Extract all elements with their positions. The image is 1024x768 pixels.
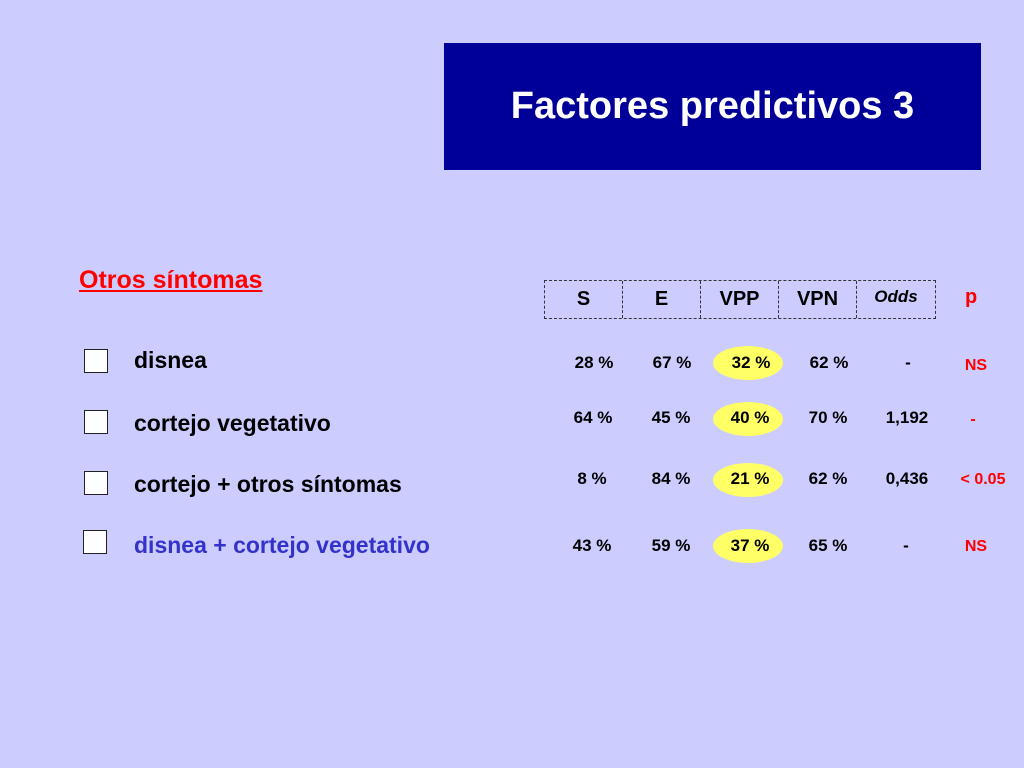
title-box: Factores predictivos 3: [444, 43, 981, 170]
value-s: 28 %: [574, 353, 614, 372]
table-row: disnea + cortejo vegetativo 43 % 59 % 37…: [0, 529, 1024, 570]
value-vpn: 65 %: [808, 536, 848, 555]
column-header-odds: Odds: [874, 287, 918, 306]
slide-title: Factores predictivos 3: [510, 85, 915, 127]
value-s: 64 %: [573, 408, 613, 427]
value-e: 67 %: [652, 353, 692, 372]
value-odds: -: [903, 536, 909, 555]
value-odds: -: [905, 353, 911, 372]
vpp-highlight: [713, 463, 783, 497]
column-header-vpn: VPN: [779, 281, 857, 318]
value-p: < 0.05: [960, 471, 1006, 488]
section-title: Otros síntomas: [79, 266, 263, 294]
value-e: 45 %: [651, 408, 691, 427]
row-checkbox[interactable]: [84, 349, 108, 373]
row-label: cortejo + otros síntomas: [134, 471, 402, 497]
value-odds: 0,436: [885, 469, 929, 488]
value-p: -: [970, 411, 976, 428]
value-s: 8 %: [577, 469, 607, 488]
row-checkbox[interactable]: [83, 530, 107, 554]
value-s: 43 %: [572, 536, 612, 555]
vpp-highlight: [713, 402, 783, 436]
row-checkbox[interactable]: [84, 471, 108, 495]
value-vpp: 37 %: [730, 536, 770, 555]
row-label: cortejo vegetativo: [134, 410, 331, 436]
value-vpp: 40 %: [730, 408, 770, 427]
table-row: disnea 28 % 67 % 32 % 62 % - NS: [0, 346, 1024, 389]
column-header-vpp: VPP: [701, 281, 779, 318]
value-p: NS: [964, 357, 988, 374]
row-label: disnea: [134, 347, 207, 373]
value-vpn: 62 %: [808, 469, 848, 488]
vpp-highlight: [713, 346, 783, 380]
row-label: disnea + cortejo vegetativo: [134, 532, 430, 558]
value-odds: 1,192: [885, 408, 929, 427]
value-vpp: 32 %: [731, 353, 771, 372]
table-header: S E VPP VPN Odds: [544, 280, 936, 319]
table-row: cortejo vegetativo 64 % 45 % 40 % 70 % 1…: [0, 402, 1024, 450]
column-header-e: E: [623, 281, 701, 318]
value-e: 59 %: [651, 536, 691, 555]
value-p: NS: [964, 538, 988, 555]
column-header-p: p: [965, 286, 978, 308]
table-row: cortejo + otros síntomas 8 % 84 % 21 % 6…: [0, 463, 1024, 511]
column-header-s: S: [545, 281, 623, 318]
value-vpn: 62 %: [809, 353, 849, 372]
value-vpn: 70 %: [808, 408, 848, 427]
row-checkbox[interactable]: [84, 410, 108, 434]
value-e: 84 %: [651, 469, 691, 488]
value-vpp: 21 %: [730, 469, 770, 488]
vpp-highlight: [713, 529, 783, 563]
